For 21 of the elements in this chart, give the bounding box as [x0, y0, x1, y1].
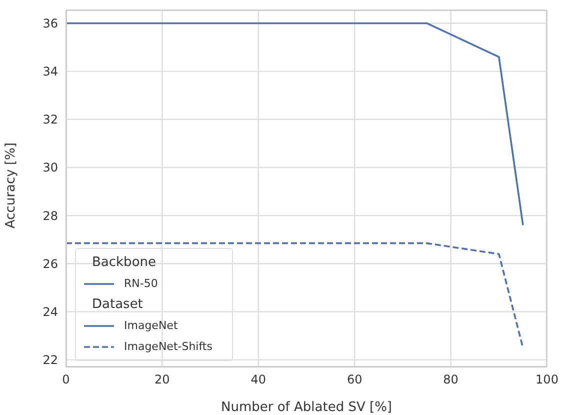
legend-title: Backbone: [91, 254, 158, 272]
annotation: RN-50: [124, 276, 158, 292]
y-tick-label: 28: [42, 208, 58, 223]
x-tick-label: 80: [443, 372, 458, 387]
y-tick-label: 22: [42, 353, 58, 368]
y-axis-title: Accuracy [%]: [4, 142, 19, 228]
y-tick-label: 26: [42, 256, 58, 271]
annotation: Dataset: [91, 296, 144, 314]
y-tick-label: 36: [42, 16, 58, 30]
legend-label: ImageNet-Shifts: [124, 339, 212, 355]
y-tick-label: 30: [42, 160, 58, 175]
legend-label: ImageNet: [124, 318, 178, 334]
x-tick-label: 100: [536, 372, 558, 387]
y-tick-label: 24: [42, 304, 58, 319]
y-tick-label: 34: [42, 64, 58, 79]
x-tick-label: 60: [346, 372, 362, 387]
y-tick-label: 32: [42, 112, 58, 127]
x-tick-label: 0: [62, 372, 70, 387]
x-tick-label: 40: [250, 372, 266, 387]
x-tick-label: 20: [154, 372, 170, 387]
x-axis-title: Number of Ablated SV [%]: [221, 400, 392, 415]
